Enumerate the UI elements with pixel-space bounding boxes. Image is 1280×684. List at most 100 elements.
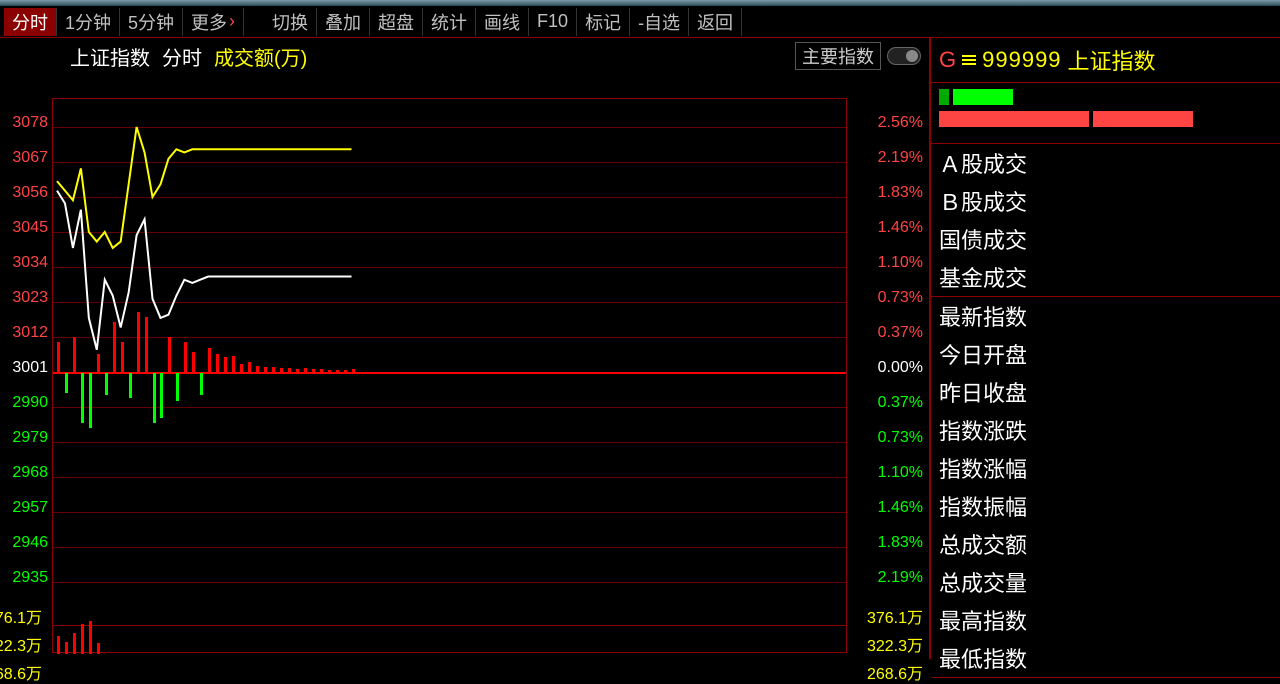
volume-bar bbox=[264, 367, 267, 372]
toolbar-item-5[interactable]: 叠加 bbox=[317, 8, 370, 36]
side-header: G 999999 上证指数 bbox=[931, 38, 1280, 83]
side-list2-item-9[interactable]: 最低指数 bbox=[931, 639, 1280, 677]
indicator-segment bbox=[953, 89, 1013, 105]
y-tick-right: 0.00% bbox=[849, 359, 923, 377]
toolbar-item-12[interactable]: 返回 bbox=[689, 8, 742, 36]
side-list1-item-0[interactable]: Ａ股成交 bbox=[931, 144, 1280, 182]
g-label: G bbox=[939, 47, 956, 73]
side-panel: G 999999 上证指数 Ａ股成交Ｂ股成交国债成交基金成交 最新指数今日开盘昨… bbox=[930, 38, 1280, 659]
toolbar-item-6[interactable]: 超盘 bbox=[370, 8, 423, 36]
volume-bar bbox=[248, 362, 251, 372]
volume-bar bbox=[312, 369, 315, 372]
volume-bar bbox=[89, 373, 92, 428]
side-list2-item-1[interactable]: 今日开盘 bbox=[931, 335, 1280, 373]
toolbar-item-0[interactable]: 分时 bbox=[4, 8, 57, 36]
y-tick-left: 3012 bbox=[0, 324, 48, 342]
volume-bar bbox=[288, 368, 291, 372]
chart-title-mode: 分时 bbox=[162, 42, 202, 71]
side-list2-item-0[interactable]: 最新指数 bbox=[931, 297, 1280, 335]
y-tick-right: 2.19% bbox=[849, 569, 923, 587]
chart-toggle[interactable] bbox=[887, 47, 921, 65]
y-tick-right: 2.56% bbox=[849, 114, 923, 132]
bottom-volume-bar bbox=[81, 624, 84, 654]
more-arrow-icon: › bbox=[229, 11, 235, 32]
vol-tick-left: 22.3万 bbox=[0, 632, 42, 656]
bottom-volume-bar bbox=[57, 636, 60, 654]
y-tick-left: 2968 bbox=[0, 464, 48, 482]
side-list-1: Ａ股成交Ｂ股成交国债成交基金成交 bbox=[931, 144, 1280, 297]
volume-bar bbox=[73, 337, 76, 372]
volume-bar bbox=[192, 352, 195, 372]
indicator-row-0 bbox=[939, 89, 1272, 105]
side-list1-item-3[interactable]: 基金成交 bbox=[931, 258, 1280, 296]
volume-bar bbox=[328, 370, 331, 372]
volume-bar bbox=[160, 373, 163, 418]
volume-bar bbox=[352, 369, 355, 372]
volume-bar bbox=[200, 373, 203, 395]
side-list2-item-8[interactable]: 最高指数 bbox=[931, 601, 1280, 639]
volume-bar bbox=[280, 368, 283, 372]
volume-bar bbox=[168, 337, 171, 372]
stock-code: 999999 bbox=[982, 47, 1061, 73]
hamburger-icon[interactable] bbox=[962, 55, 976, 65]
volume-bar bbox=[256, 366, 259, 372]
y-tick-right: 0.73% bbox=[849, 429, 923, 447]
toolbar-item-11[interactable]: -自选 bbox=[630, 8, 689, 36]
y-tick-right: 1.83% bbox=[849, 184, 923, 202]
toolbar-item-9[interactable]: F10 bbox=[529, 8, 577, 36]
y-tick-left: 3078 bbox=[0, 114, 48, 132]
volume-bar bbox=[232, 356, 235, 372]
y-tick-left: 2990 bbox=[0, 394, 48, 412]
side-list2-item-2[interactable]: 昨日收盘 bbox=[931, 373, 1280, 411]
side-list1-item-2[interactable]: 国债成交 bbox=[931, 220, 1280, 258]
toolbar-item-8[interactable]: 画线 bbox=[476, 8, 529, 36]
vol-tick-left: 76.1万 bbox=[0, 604, 42, 628]
y-tick-right: 0.73% bbox=[849, 289, 923, 307]
chart-title-volume: 成交额(万) bbox=[214, 42, 307, 71]
side-list2-item-4[interactable]: 指数涨幅 bbox=[931, 449, 1280, 487]
toolbar-item-3[interactable]: 更多 › bbox=[183, 8, 244, 36]
toolbar-item-1[interactable]: 1分钟 bbox=[57, 8, 120, 36]
volume-bar bbox=[240, 364, 243, 372]
volume-bar bbox=[57, 342, 60, 372]
bottom-volume-bar bbox=[65, 642, 68, 654]
y-tick-right: 1.46% bbox=[849, 219, 923, 237]
y-tick-left: 3023 bbox=[0, 289, 48, 307]
side-list-2: 最新指数今日开盘昨日收盘指数涨跌指数涨幅指数振幅总成交额总成交量最高指数最低指数 bbox=[931, 297, 1280, 678]
volume-bar bbox=[137, 312, 140, 372]
plot-area[interactable] bbox=[52, 98, 847, 653]
volume-bar bbox=[304, 368, 307, 372]
y-tick-left: 2979 bbox=[0, 429, 48, 447]
y-tick-right: 2.19% bbox=[849, 149, 923, 167]
volume-bar bbox=[176, 373, 179, 401]
side-list2-item-6[interactable]: 总成交额 bbox=[931, 525, 1280, 563]
chart-header: 上证指数 分时 成交额(万) bbox=[70, 42, 307, 71]
volume-bar bbox=[344, 370, 347, 372]
y-tick-left: 3056 bbox=[0, 184, 48, 202]
toolbar-item-4[interactable]: 切换 bbox=[264, 8, 317, 36]
volume-bar bbox=[81, 373, 84, 423]
indicator-row-1 bbox=[939, 111, 1272, 127]
y-tick-right: 1.10% bbox=[849, 464, 923, 482]
volume-bar bbox=[65, 373, 68, 393]
volume-bar bbox=[105, 373, 108, 395]
volume-bar bbox=[184, 342, 187, 372]
toolbar-item-2[interactable]: 5分钟 bbox=[120, 8, 183, 36]
side-list2-item-3[interactable]: 指数涨跌 bbox=[931, 411, 1280, 449]
stock-name: 上证指数 bbox=[1068, 44, 1156, 76]
indicator-bars bbox=[931, 83, 1280, 144]
side-list2-item-7[interactable]: 总成交量 bbox=[931, 563, 1280, 601]
toolbar-item-10[interactable]: 标记 bbox=[577, 8, 630, 36]
price-lines bbox=[53, 99, 849, 629]
toolbar-item-7[interactable]: 统计 bbox=[423, 8, 476, 36]
y-tick-left: 3045 bbox=[0, 219, 48, 237]
volume-bar bbox=[296, 369, 299, 372]
main-index-label[interactable]: 主要指数 bbox=[795, 42, 881, 70]
bottom-volume-bar bbox=[73, 633, 76, 654]
bottom-volume-bar bbox=[97, 643, 100, 654]
vol-tick-right: 268.6万 bbox=[849, 660, 923, 684]
volume-bar bbox=[153, 373, 156, 423]
side-list2-item-5[interactable]: 指数振幅 bbox=[931, 487, 1280, 525]
side-list1-item-1[interactable]: Ｂ股成交 bbox=[931, 182, 1280, 220]
main-toolbar: 分时1分钟5分钟更多 › 切换叠加超盘统计画线F10标记-自选返回 bbox=[0, 6, 1280, 38]
